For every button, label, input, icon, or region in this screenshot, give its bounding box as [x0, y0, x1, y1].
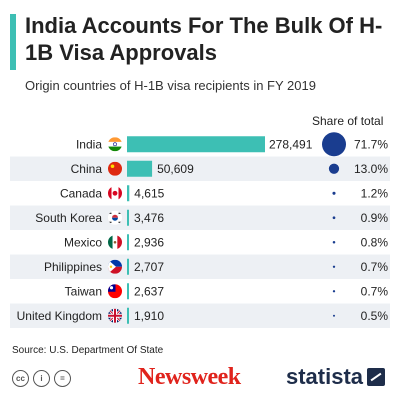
flag-south-korea-icon: [108, 210, 122, 225]
flag-taiwan-icon: [108, 284, 122, 299]
by-icon: i: [33, 370, 50, 387]
bar: [127, 136, 265, 153]
newsweek-logo: Newsweek: [138, 364, 241, 390]
value-label: 4,615: [134, 186, 164, 200]
flag-canada-icon: [108, 186, 122, 201]
source-note: Source: U.S. Department Of State: [12, 345, 164, 356]
value-label: 3,476: [134, 211, 164, 225]
value-label: 2,637: [134, 284, 164, 298]
nd-icon: =: [54, 370, 71, 387]
category-label: India: [76, 137, 102, 151]
share-label: 71.7%: [354, 137, 388, 151]
statista-mark-icon: [367, 368, 386, 386]
value-label: 2,707: [134, 260, 164, 274]
share-label: 13.0%: [354, 162, 388, 176]
bar: [127, 234, 129, 251]
bar: [127, 160, 153, 177]
statista-logo: statista: [286, 364, 386, 390]
statista-wordmark: statista: [286, 364, 364, 389]
share-dot: [332, 191, 336, 195]
title-accent-bar: [10, 14, 16, 70]
share-label: 0.5%: [361, 309, 389, 323]
share-dot: [328, 163, 340, 174]
share-label: 0.8%: [361, 235, 389, 249]
row-stripe: [10, 205, 390, 230]
value-label: 1,910: [134, 309, 164, 323]
bar: [127, 258, 129, 275]
flag-china-icon: [108, 161, 122, 176]
value-label: 2,936: [134, 235, 164, 249]
share-dot: [332, 216, 336, 220]
chart-title: India Accounts For The Bulk Of H-1B Visa…: [25, 13, 383, 65]
category-label: South Korea: [35, 211, 102, 225]
row-stripe: [10, 156, 390, 181]
share-label: 0.7%: [361, 260, 389, 274]
bar: [127, 283, 129, 300]
category-label: United Kingdom: [17, 309, 102, 323]
share-dot: [332, 265, 336, 268]
category-label: Taiwan: [65, 284, 102, 298]
share-dot: [332, 314, 336, 317]
category-label: China: [71, 162, 103, 176]
value-label: 50,609: [157, 162, 194, 176]
flag-india-icon: [108, 137, 122, 152]
flag-philippines-icon: [108, 259, 122, 274]
share-label: 1.2%: [361, 186, 389, 200]
flag-united-kingdom-icon: [108, 308, 122, 323]
chart-subtitle: Origin countries of H-1B visa recipients…: [25, 78, 316, 93]
share-label: 0.7%: [361, 284, 389, 298]
category-label: Canada: [60, 186, 102, 200]
category-label: Philippines: [44, 260, 102, 274]
row-stripe: [10, 303, 390, 328]
share-dot: [322, 132, 346, 157]
row-stripe: [10, 254, 390, 279]
cc-icon: cc: [12, 370, 29, 387]
flag-mexico-icon: [108, 235, 122, 250]
share-dot: [332, 240, 336, 244]
bar: [127, 307, 129, 324]
title-block: India Accounts For The Bulk Of H-1B Visa…: [10, 12, 390, 70]
category-label: Mexico: [64, 235, 102, 249]
share-dot: [332, 290, 336, 293]
share-column-header: Share of total: [312, 114, 384, 128]
bar: [127, 185, 130, 202]
license-icons: cc i =: [12, 370, 71, 388]
share-label: 0.9%: [361, 211, 389, 225]
bar: [127, 209, 129, 226]
value-label: 278,491: [269, 137, 313, 151]
